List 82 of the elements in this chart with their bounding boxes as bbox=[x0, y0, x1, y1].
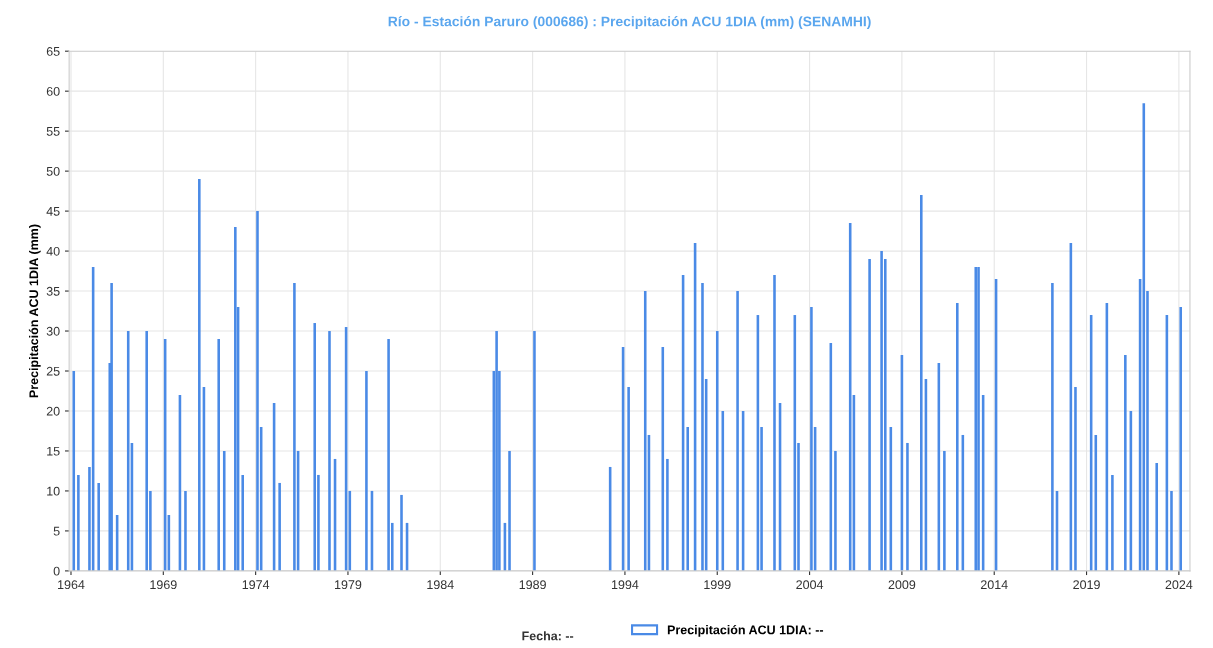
bar bbox=[533, 331, 536, 571]
x-tick-label: 1969 bbox=[150, 580, 177, 590]
y-axis-title: Precipitación ACU 1DIA (mm) bbox=[28, 224, 41, 398]
bar bbox=[400, 494, 403, 571]
bar bbox=[868, 259, 871, 571]
bar bbox=[256, 211, 259, 571]
x-tick-label: 1979 bbox=[335, 580, 362, 590]
bar bbox=[906, 442, 909, 571]
bar bbox=[97, 482, 100, 571]
bar bbox=[956, 303, 959, 571]
x-tick-label: 2019 bbox=[1073, 580, 1100, 590]
bar bbox=[126, 331, 130, 571]
x-tick-label: 1964 bbox=[58, 580, 85, 590]
bar bbox=[686, 426, 689, 571]
bar bbox=[313, 323, 317, 571]
bar bbox=[145, 331, 148, 571]
bar bbox=[627, 387, 630, 571]
y-tick-label: 5 bbox=[53, 526, 60, 536]
bar bbox=[701, 283, 704, 571]
bar bbox=[773, 275, 776, 571]
bar bbox=[715, 331, 719, 571]
x-tick-label: 2024 bbox=[1165, 580, 1193, 590]
y-tick-label: 25 bbox=[46, 366, 60, 376]
y-tick-label: 30 bbox=[46, 326, 60, 336]
bar bbox=[241, 474, 244, 571]
bar bbox=[1155, 462, 1159, 571]
bar bbox=[110, 283, 113, 571]
bar bbox=[834, 450, 837, 571]
bar bbox=[1111, 474, 1114, 571]
y-tick-label: 50 bbox=[46, 166, 60, 176]
bar bbox=[943, 450, 946, 571]
x-tick-label: 1999 bbox=[704, 580, 731, 590]
legend-label: Precipitación ACU 1DIA: -- bbox=[667, 624, 824, 637]
bar bbox=[1142, 103, 1146, 571]
x-tick-label: 2009 bbox=[888, 580, 916, 590]
bar bbox=[234, 227, 237, 571]
bar bbox=[810, 307, 813, 571]
bar bbox=[72, 371, 76, 571]
bar bbox=[198, 179, 201, 571]
bar bbox=[977, 267, 980, 571]
bar bbox=[736, 291, 739, 571]
bar bbox=[1094, 434, 1098, 571]
bar bbox=[880, 251, 883, 571]
y-tick-label: 55 bbox=[46, 127, 60, 136]
bar bbox=[661, 347, 665, 571]
bar bbox=[278, 482, 281, 571]
x-tick-label: 2004 bbox=[796, 580, 824, 590]
y-tick-label: 0 bbox=[53, 566, 60, 576]
bar bbox=[77, 474, 80, 571]
bar bbox=[328, 331, 331, 571]
y-tick-label: 40 bbox=[46, 246, 60, 256]
bar bbox=[184, 490, 187, 571]
text: Fecha: -- bbox=[522, 631, 574, 641]
bar bbox=[974, 267, 978, 571]
x-tick-label: 2014 bbox=[980, 580, 1008, 590]
y-tick-label: 20 bbox=[46, 406, 60, 416]
chart-title: Río - Estación Paruro (000686) : Precipitación ACU 1DIA (mm) (SENAMHI) bbox=[388, 16, 871, 30]
bar bbox=[217, 339, 220, 571]
bar bbox=[1051, 283, 1054, 571]
y-tick-label: 60 bbox=[46, 86, 60, 96]
x-tick-label: 1994 bbox=[611, 580, 639, 590]
bar bbox=[666, 458, 669, 571]
y-tick-label: 65 bbox=[46, 46, 60, 56]
y-tick-label: 15 bbox=[47, 446, 60, 456]
bar bbox=[1170, 490, 1173, 571]
bar bbox=[387, 339, 390, 571]
x-tick-label: 1974 bbox=[242, 580, 270, 590]
bar bbox=[365, 371, 368, 571]
x-tick-label: 1989 bbox=[519, 580, 546, 590]
bar bbox=[643, 291, 647, 571]
bar bbox=[920, 195, 923, 571]
bar bbox=[1124, 355, 1127, 571]
bar bbox=[495, 331, 498, 571]
bar bbox=[293, 283, 296, 571]
bar bbox=[508, 450, 511, 571]
y-tick-label: 45 bbox=[46, 207, 60, 216]
x-tick-label: 1984 bbox=[427, 580, 454, 590]
bar bbox=[1074, 387, 1077, 571]
y-tick-label: 35 bbox=[46, 286, 60, 296]
y-tick-label: 10 bbox=[47, 486, 60, 496]
bar bbox=[222, 450, 226, 571]
bar bbox=[1179, 307, 1183, 571]
